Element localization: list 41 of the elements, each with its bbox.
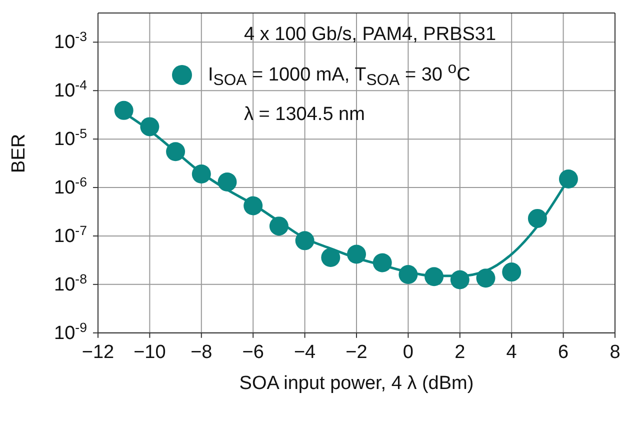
x-tick-label: 6 bbox=[558, 342, 569, 363]
y-tick-label: 10$^{-4}$ bbox=[54, 77, 87, 102]
annotation: 4 x 100 Gb/s, PAM4, PRBS31 bbox=[244, 24, 496, 45]
y-axis-title: BER bbox=[8, 134, 30, 173]
y-tick-label: 10$^{-6}$ bbox=[54, 174, 87, 199]
legend-label: I$_{SOA}$ = 1000 mA, T$_{SOA}$ = 30 $^{o}$C bbox=[208, 60, 470, 90]
x-tick-label: 4 bbox=[506, 342, 518, 363]
point bbox=[218, 172, 237, 192]
point bbox=[192, 164, 211, 184]
y-tick-label: 10$^{-3}$ bbox=[54, 28, 87, 54]
point bbox=[502, 262, 522, 282]
x-tick-label: −6 bbox=[242, 342, 264, 363]
y-tick-label: 10$^{-7}$ bbox=[54, 222, 87, 247]
x-tick-label: 2 bbox=[454, 342, 466, 363]
x-tick-label: 8 bbox=[610, 342, 620, 363]
x-axis-title: SOA input power, 4 λ (dBm) bbox=[239, 372, 474, 394]
point bbox=[269, 216, 288, 236]
x-tick-label: −4 bbox=[294, 342, 316, 363]
point bbox=[321, 248, 340, 267]
x-tick-label: −8 bbox=[190, 342, 212, 363]
x-tick-label: −2 bbox=[346, 342, 368, 363]
point bbox=[398, 265, 418, 284]
point bbox=[476, 268, 496, 288]
x-tick-label: −10 bbox=[134, 342, 166, 363]
point bbox=[140, 117, 160, 136]
point bbox=[424, 267, 444, 286]
y-tick-label: 10$^{-8}$ bbox=[54, 270, 87, 296]
point bbox=[347, 244, 366, 264]
annotation: λ = 1304.5 nm bbox=[244, 104, 365, 125]
point bbox=[450, 270, 470, 290]
point bbox=[372, 253, 392, 272]
y-tick-label: 10$^{-5}$ bbox=[54, 126, 87, 150]
point bbox=[558, 169, 578, 188]
point bbox=[244, 196, 263, 216]
y-tick-label: 10$^{-9}$ bbox=[54, 319, 87, 344]
point bbox=[166, 142, 186, 162]
point bbox=[114, 100, 134, 120]
x-tick-label: −12 bbox=[82, 342, 114, 363]
x-tick-label: 0 bbox=[402, 342, 414, 363]
point bbox=[528, 208, 547, 228]
point bbox=[295, 231, 314, 250]
